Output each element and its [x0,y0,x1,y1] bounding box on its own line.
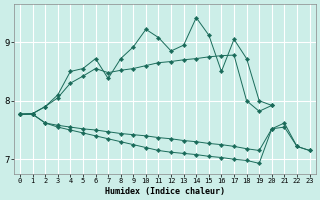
X-axis label: Humidex (Indice chaleur): Humidex (Indice chaleur) [105,187,225,196]
